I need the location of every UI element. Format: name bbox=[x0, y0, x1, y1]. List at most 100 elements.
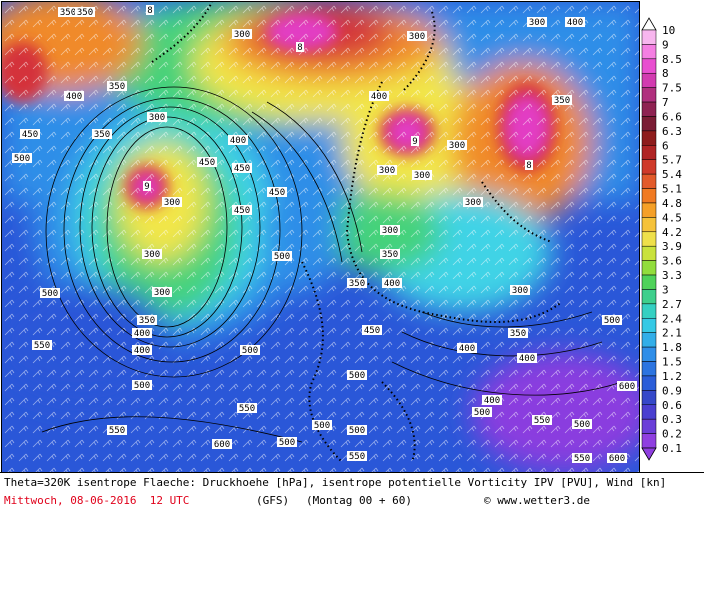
contour-label-bg bbox=[64, 91, 84, 101]
contour-label-bg bbox=[312, 420, 332, 430]
contour-label-bg bbox=[137, 315, 157, 325]
contour-label: 550 bbox=[349, 452, 365, 462]
contour-label-bg bbox=[32, 340, 52, 350]
contour-label-bg bbox=[277, 437, 297, 447]
contour-label-bg bbox=[369, 91, 389, 101]
legend-label: 8.5 bbox=[662, 53, 682, 66]
map-caption: Theta=320K isentrope Flaeche: Druckhoehe… bbox=[0, 472, 704, 514]
legend-label: 7 bbox=[662, 96, 669, 109]
contour-label-bg bbox=[132, 328, 152, 338]
contour-label: 500 bbox=[349, 426, 365, 436]
contour-label-bg bbox=[347, 278, 367, 288]
legend-swatch bbox=[641, 159, 657, 175]
contour-label: 400 bbox=[230, 136, 246, 146]
caption-copyright: © www.wetter3.de bbox=[484, 494, 590, 507]
legend-swatch bbox=[641, 289, 657, 305]
legend-swatch bbox=[641, 72, 657, 88]
contour-label-bg bbox=[12, 153, 32, 163]
pv-max-label-bg bbox=[296, 42, 304, 52]
contour-label-bg bbox=[447, 140, 467, 150]
contour-label: 300 bbox=[154, 288, 170, 298]
contour-label-bg bbox=[552, 95, 572, 105]
legend-swatch bbox=[641, 375, 657, 391]
contour-label: 450 bbox=[22, 130, 38, 140]
legend-label: 10 bbox=[662, 24, 675, 37]
legend-label: 5.7 bbox=[662, 154, 682, 167]
contour-label-bg bbox=[617, 381, 637, 391]
contour-label-bg bbox=[107, 425, 127, 435]
legend-label: 6 bbox=[662, 139, 669, 152]
contour-label: 350 bbox=[510, 329, 526, 339]
contour-label: 550 bbox=[574, 454, 590, 464]
legend-swatch bbox=[641, 346, 657, 362]
contour-label: 350 bbox=[109, 82, 125, 92]
contour-label-bg bbox=[40, 288, 60, 298]
legend-label: 1.8 bbox=[662, 341, 682, 354]
contour-label: 500 bbox=[42, 289, 58, 299]
legend-label: 0.1 bbox=[662, 442, 682, 455]
pv-max-label-bg bbox=[146, 5, 154, 15]
contour-label-bg bbox=[527, 17, 547, 27]
legend-label: 7.5 bbox=[662, 82, 682, 95]
contour-label: 550 bbox=[239, 404, 255, 414]
caption-title: Theta=320K isentrope Flaeche: Druckhoehe… bbox=[4, 476, 667, 489]
legend-label: 1.5 bbox=[662, 356, 682, 369]
caption-forecast-run: (Montag 00 + 60) bbox=[306, 494, 412, 507]
contour-label-bg bbox=[162, 197, 182, 207]
legend-label: 3.9 bbox=[662, 240, 682, 253]
legend-swatch bbox=[641, 433, 657, 449]
legend-swatch bbox=[641, 29, 657, 45]
legend-label: 0.9 bbox=[662, 384, 682, 397]
contour-label: 350 bbox=[382, 250, 398, 260]
legend-label: 0.3 bbox=[662, 413, 682, 426]
legend-swatch bbox=[641, 44, 657, 60]
legend-swatch bbox=[641, 130, 657, 146]
legend-label: 4.8 bbox=[662, 197, 682, 210]
pv-max-label-bg bbox=[143, 181, 151, 191]
contour-label: 300 bbox=[414, 171, 430, 181]
contour-label: 600 bbox=[619, 382, 635, 392]
caption-model: (GFS) bbox=[256, 494, 290, 507]
contour-label: 450 bbox=[364, 326, 380, 336]
contour-label-bg bbox=[602, 315, 622, 325]
contour-label: 300 bbox=[234, 30, 250, 40]
contour-label: 550 bbox=[109, 426, 125, 436]
legend-swatch bbox=[641, 87, 657, 103]
legend-label: 3 bbox=[662, 283, 669, 296]
contour-label-bg bbox=[228, 135, 248, 145]
contour-label-bg bbox=[517, 353, 537, 363]
legend-label: 6.3 bbox=[662, 125, 682, 138]
legend-swatch bbox=[641, 58, 657, 74]
coastlines bbox=[151, 2, 563, 463]
legend-arrow-bottom bbox=[641, 447, 657, 461]
contour-label: 400 bbox=[134, 329, 150, 339]
legend-label: 2.7 bbox=[662, 298, 682, 311]
pv-max-label: 8 bbox=[297, 43, 302, 53]
contour-label: 300 bbox=[409, 32, 425, 42]
contour-label-bg bbox=[240, 345, 260, 355]
contour-label: 400 bbox=[567, 18, 583, 28]
contour-label-bg bbox=[197, 157, 217, 167]
contour-label: 550 bbox=[34, 341, 50, 351]
legend-swatch bbox=[641, 231, 657, 247]
pv-max-label: 9 bbox=[144, 182, 149, 192]
legend-label: 8 bbox=[662, 67, 669, 80]
pv-max-label: 8 bbox=[147, 6, 152, 16]
contour-label-bg bbox=[362, 325, 382, 335]
legend-arrow-top bbox=[641, 17, 657, 31]
pv-max-label: 9 bbox=[412, 137, 417, 147]
contour-label-bg bbox=[463, 197, 483, 207]
contour-label-bg bbox=[75, 7, 95, 17]
legend-swatch bbox=[641, 404, 657, 420]
contour-label-bg bbox=[347, 370, 367, 380]
contour-label: 400 bbox=[519, 354, 535, 364]
caption-run-info: Mittwoch, 08-06-2016 12 UTC (GFS) (Monta… bbox=[4, 493, 700, 589]
contour-label: 450 bbox=[199, 158, 215, 168]
contour-label-bg bbox=[147, 112, 167, 122]
contour-label-bg bbox=[572, 419, 592, 429]
contour-label-bg bbox=[572, 453, 592, 463]
legend-swatch bbox=[641, 202, 657, 218]
legend-label: 4.5 bbox=[662, 211, 682, 224]
contour-label: 350 bbox=[349, 279, 365, 289]
